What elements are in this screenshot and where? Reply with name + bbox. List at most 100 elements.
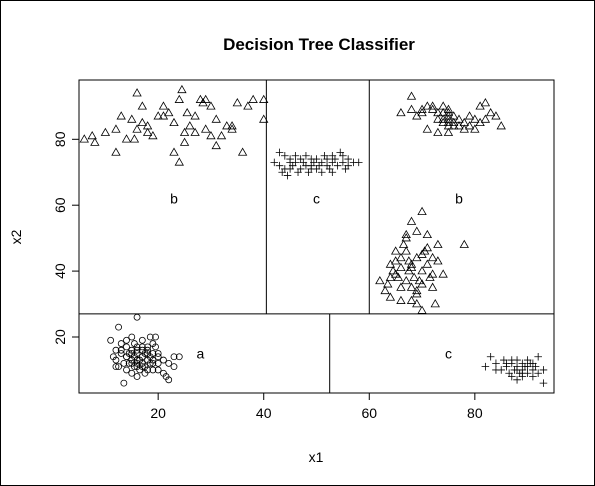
triangle-point bbox=[186, 122, 194, 129]
triangle-point bbox=[112, 148, 120, 155]
plus-point bbox=[302, 152, 310, 160]
plus-point bbox=[534, 353, 542, 361]
triangle-point bbox=[402, 247, 410, 254]
triangle-point bbox=[408, 283, 416, 290]
triangle-point bbox=[175, 96, 183, 103]
triangle-point bbox=[212, 142, 220, 149]
triangle-point bbox=[487, 109, 495, 116]
plus-point bbox=[286, 155, 294, 163]
triangle-point bbox=[418, 306, 426, 313]
triangle-point bbox=[429, 283, 437, 290]
triangle-point bbox=[175, 158, 183, 165]
y-tick-label: 80 bbox=[52, 131, 68, 147]
x-tick-label: 40 bbox=[256, 405, 272, 421]
triangle-point bbox=[218, 132, 226, 139]
triangle-point bbox=[423, 125, 431, 132]
x-tick-label: 20 bbox=[150, 405, 166, 421]
triangle-point bbox=[202, 125, 210, 132]
circle-point bbox=[134, 314, 140, 320]
x-axis: 20 40 60 80 bbox=[150, 393, 482, 421]
triangle-point bbox=[88, 132, 96, 139]
plus-point bbox=[318, 168, 326, 176]
plus-point bbox=[334, 162, 342, 170]
triangle-point bbox=[408, 92, 416, 99]
triangle-point bbox=[123, 135, 131, 142]
triangle-point bbox=[397, 264, 405, 271]
triangle-point bbox=[460, 241, 468, 248]
triangle-point bbox=[431, 300, 439, 307]
x-tick-label: 60 bbox=[361, 405, 377, 421]
circle-point bbox=[124, 337, 130, 343]
triangle-point bbox=[191, 129, 199, 136]
triangle-point bbox=[170, 119, 178, 126]
plus-point bbox=[508, 356, 516, 364]
triangle-point bbox=[397, 283, 405, 290]
region-label-0: b bbox=[170, 191, 178, 207]
triangle-point bbox=[418, 267, 426, 274]
triangle-point bbox=[223, 122, 231, 129]
triangle-point bbox=[239, 148, 247, 155]
circle-point bbox=[139, 337, 145, 343]
triangle-point bbox=[212, 115, 220, 122]
triangle-point bbox=[444, 129, 452, 136]
triangle-point bbox=[381, 287, 389, 294]
triangle-point bbox=[191, 112, 199, 119]
triangle-point bbox=[408, 217, 416, 224]
triangle-point bbox=[183, 109, 191, 116]
circle-point bbox=[121, 380, 127, 386]
triangle-point bbox=[423, 102, 431, 109]
triangle-point bbox=[392, 247, 400, 254]
triangle-point bbox=[429, 254, 437, 261]
triangle-point bbox=[413, 227, 421, 234]
triangle-point bbox=[466, 112, 474, 119]
triangle-point bbox=[439, 270, 447, 277]
triangle-point bbox=[133, 89, 141, 96]
plus-point bbox=[276, 162, 284, 170]
triangle-point bbox=[138, 119, 146, 126]
triangle-point bbox=[423, 231, 431, 238]
circle-point bbox=[134, 374, 140, 380]
plus-point bbox=[540, 366, 548, 374]
triangle-point bbox=[130, 135, 138, 142]
plus-point bbox=[276, 149, 284, 157]
triangle-point bbox=[154, 112, 162, 119]
plus-point bbox=[344, 155, 352, 163]
triangle-point bbox=[181, 138, 189, 145]
triangle-point bbox=[207, 102, 215, 109]
triangle-point bbox=[101, 129, 109, 136]
x-axis-label: x1 bbox=[309, 449, 324, 465]
triangle-point bbox=[423, 260, 431, 267]
plus-point bbox=[339, 159, 347, 167]
plus-point bbox=[270, 159, 278, 167]
triangle-point bbox=[481, 99, 489, 106]
triangle-point bbox=[133, 125, 141, 132]
triangle-point bbox=[80, 135, 88, 142]
circle-point bbox=[108, 337, 114, 343]
region-labels: b c b a c bbox=[170, 191, 463, 362]
triangle-point bbox=[244, 102, 252, 109]
plus-point bbox=[513, 376, 521, 384]
circle-point bbox=[116, 324, 122, 330]
plus-point bbox=[492, 360, 500, 368]
x-tick-label: 80 bbox=[467, 405, 483, 421]
triangle-point bbox=[434, 115, 442, 122]
plus-point bbox=[529, 373, 537, 381]
triangle-point bbox=[481, 115, 489, 122]
triangle-point bbox=[128, 115, 136, 122]
region-label-1: c bbox=[313, 191, 320, 207]
plus-point bbox=[534, 369, 542, 377]
plus-point bbox=[482, 363, 490, 371]
plus-point bbox=[292, 152, 300, 160]
region-label-3: a bbox=[196, 345, 204, 361]
triangle-point bbox=[397, 297, 405, 304]
triangle-point bbox=[384, 280, 392, 287]
plus-point bbox=[281, 152, 289, 160]
triangle-point bbox=[400, 241, 408, 248]
plus-point bbox=[284, 172, 292, 180]
triangle-point bbox=[397, 254, 405, 261]
triangle-point bbox=[434, 129, 442, 136]
triangle-point bbox=[434, 241, 442, 248]
y-tick-label: 20 bbox=[52, 329, 68, 345]
